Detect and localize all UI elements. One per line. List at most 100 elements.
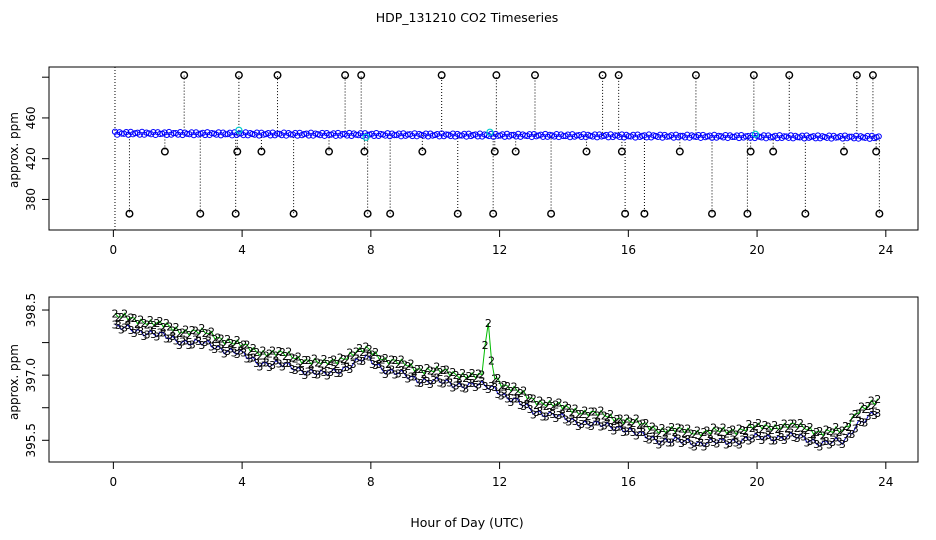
outlier-point	[785, 71, 794, 80]
y-tick-label: 395.5	[24, 423, 38, 457]
outlier-point	[180, 71, 189, 80]
series-marker: 2	[610, 415, 617, 428]
series-marker: 2	[620, 417, 627, 430]
series-marker: 2	[762, 419, 769, 432]
series-marker: 3	[269, 359, 276, 372]
series-marker: 2	[585, 410, 592, 423]
series-marker: 2	[391, 354, 398, 367]
series-marker: 3	[787, 426, 794, 439]
series-marker: 3	[713, 438, 720, 451]
series-marker: 2	[260, 345, 267, 358]
series-marker: 3	[198, 339, 205, 352]
series-marker: 3	[791, 431, 798, 444]
x-tick-label: 20	[749, 243, 764, 257]
plot-frame-top	[48, 66, 919, 231]
series-marker: 2	[144, 319, 151, 332]
x-tick-label: 8	[367, 475, 375, 489]
series-marker: 3	[845, 427, 852, 440]
series-marker: 2	[140, 317, 147, 330]
x-tick-label: 20	[749, 475, 764, 489]
series-marker: 3	[424, 375, 431, 388]
series-marker: 3	[507, 396, 514, 409]
outlier-point	[640, 209, 649, 218]
series-marker: 3	[427, 378, 434, 391]
series-marker: 2	[340, 353, 347, 366]
series-marker: 2	[639, 418, 646, 431]
series-marker: 2	[742, 425, 749, 438]
series-marker: 3	[762, 430, 769, 443]
outlier-point	[691, 71, 700, 80]
series-marker: 3	[549, 408, 556, 421]
outlier-point	[490, 147, 499, 156]
series-marker: 2	[118, 311, 125, 324]
series-marker: 3	[359, 355, 366, 368]
series-marker: 3	[163, 332, 170, 345]
outlier-point	[231, 209, 240, 218]
series-marker: 2	[749, 422, 756, 435]
series-marker: 3	[337, 367, 344, 380]
outlier-point	[289, 209, 298, 218]
series-marker: 2	[858, 400, 865, 413]
series-marker: 2	[836, 426, 843, 439]
panel-co2-overview: approx. ppm 380 420 460 0 4 8 12 16 20 24	[7, 66, 919, 257]
series-marker: 3	[540, 410, 547, 423]
series-marker: 2	[491, 373, 498, 386]
series-marker: 2	[321, 353, 328, 366]
series-marker: 2	[739, 424, 746, 437]
series-marker: 3	[652, 434, 659, 447]
series-marker: 3	[179, 336, 186, 349]
series-marker: 2	[285, 346, 292, 359]
series-marker: 3	[778, 431, 785, 444]
series-marker: 2	[668, 421, 675, 434]
series-marker: 2	[813, 426, 820, 439]
highlight-point	[751, 130, 760, 138]
series-marker: 3	[810, 433, 817, 446]
series-marker: 2	[569, 407, 576, 420]
series-marker: 2	[800, 422, 807, 435]
series-marker: 3	[121, 321, 128, 334]
series-marker: 2	[662, 426, 669, 439]
series-marker: 3	[723, 438, 730, 451]
series-marker: 2	[288, 352, 295, 365]
highlight-point	[362, 133, 370, 141]
series-marker: 2	[243, 338, 250, 351]
series-marker: 2	[765, 420, 772, 433]
x-axis-label: Hour of Day (UTC)	[410, 515, 523, 530]
series-marker: 3	[311, 368, 318, 381]
series-marker: 3	[243, 353, 250, 366]
outlier-point	[125, 209, 134, 218]
series-marker: 2	[385, 358, 392, 371]
series-marker: 2	[440, 364, 447, 377]
series-marker: 3	[800, 431, 807, 444]
series-marker: 2	[803, 424, 810, 437]
series-marker: 2	[134, 318, 141, 331]
series-marker: 3	[253, 357, 260, 370]
series-marker: 2	[536, 395, 543, 408]
series-marker: 2	[543, 400, 550, 413]
series-marker: 3	[124, 319, 131, 332]
series-marker: 3	[456, 377, 463, 390]
series-marker: 3	[334, 367, 341, 380]
series-marker: 3	[449, 382, 456, 395]
series-marker: 3	[746, 434, 753, 447]
series-marker: 3	[288, 363, 295, 376]
series-marker: 2	[153, 317, 160, 330]
series-marker: 3	[659, 435, 666, 448]
series-marker: 3	[314, 368, 321, 381]
series-marker: 3	[324, 370, 331, 383]
series-marker: 3	[803, 436, 810, 449]
series-marker: 3	[768, 434, 775, 447]
series-marker: 2	[552, 398, 559, 411]
series-marker: 3	[562, 413, 569, 426]
series-marker: 2	[179, 326, 186, 339]
series-marker: 2	[459, 367, 466, 380]
series-marker: 2	[485, 317, 492, 330]
series-marker: 3	[366, 351, 373, 364]
series-marker: 3	[256, 361, 263, 374]
series-marker: 3	[832, 432, 839, 445]
x-tick-label: 4	[238, 243, 246, 257]
series-marker: 3	[668, 436, 675, 449]
outlier-point	[357, 71, 366, 80]
series-marker: 3	[446, 376, 453, 389]
series-marker: 3	[662, 433, 669, 446]
